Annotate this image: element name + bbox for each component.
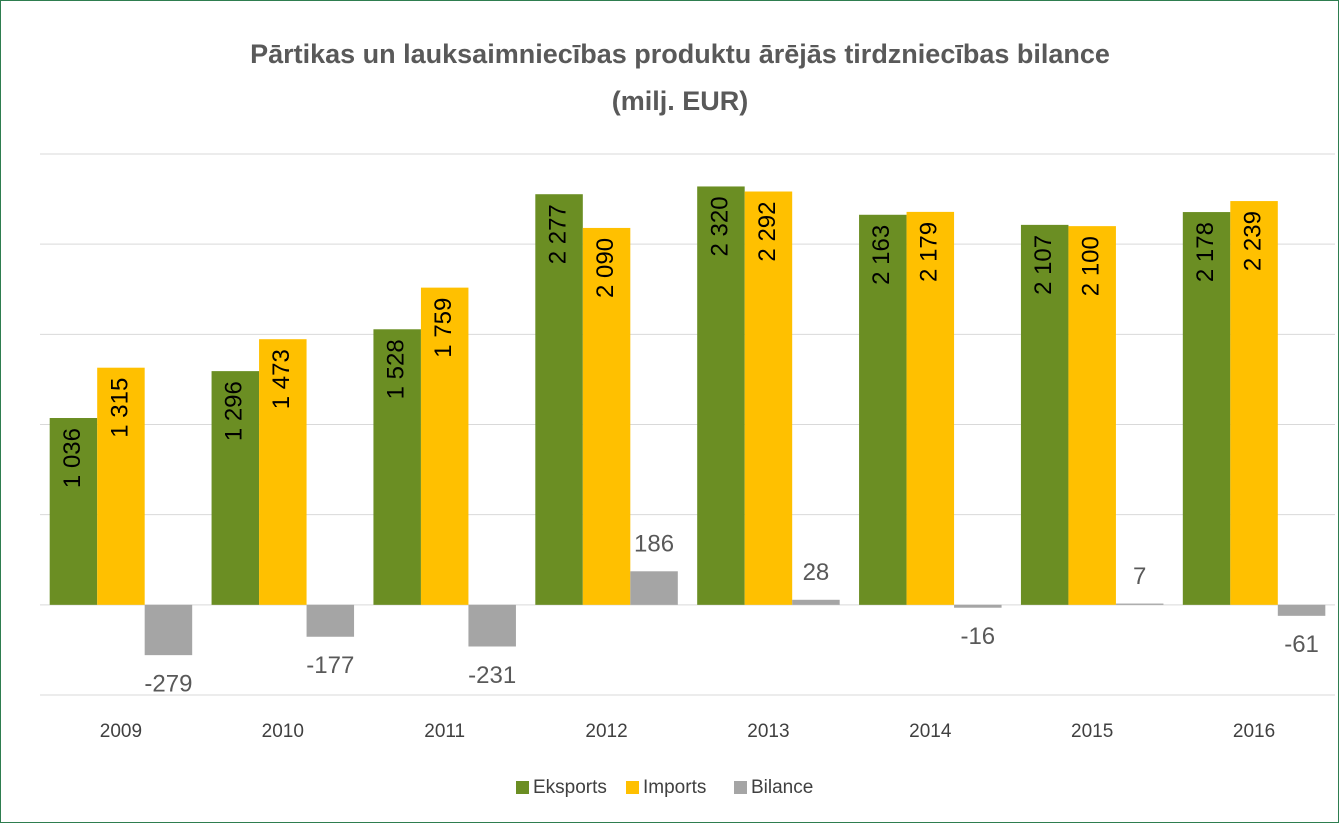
x-tick-label: 2013: [747, 721, 789, 742]
data-label: 2 179: [916, 222, 943, 282]
x-tick-label: 2012: [585, 721, 627, 742]
data-label: -16: [960, 623, 995, 650]
bar: [1230, 201, 1278, 605]
data-label: 2 239: [1239, 211, 1266, 271]
data-label: -61: [1284, 631, 1319, 658]
data-label: 2 178: [1192, 222, 1219, 282]
data-label: 1 473: [268, 349, 295, 409]
data-label: 1 759: [430, 298, 457, 358]
legend-swatch: [626, 781, 639, 794]
data-label: 2 277: [544, 204, 571, 264]
x-tick-label: 2014: [909, 721, 952, 742]
bar: [420, 287, 469, 605]
legend-label: Bilance: [751, 777, 813, 798]
data-label: 1 528: [383, 339, 410, 399]
data-label: 7: [1133, 563, 1146, 590]
bar: [211, 371, 260, 605]
bar: [306, 604, 355, 637]
bar: [373, 329, 421, 605]
legend-swatch: [734, 781, 747, 794]
bar: [1182, 212, 1231, 605]
data-label: 2 292: [754, 202, 781, 262]
x-tick-label: 2009: [100, 721, 142, 742]
bar: [697, 186, 745, 605]
bar: [582, 227, 631, 605]
chart-title: (milj. EUR): [612, 86, 749, 116]
data-label: 1 036: [59, 428, 86, 488]
bar: [792, 599, 840, 605]
bar: [744, 191, 793, 605]
bar: [906, 211, 955, 605]
bar: [49, 418, 98, 605]
data-label: 2 090: [592, 238, 619, 298]
x-tick-label: 2011: [424, 721, 465, 742]
chart-title: Pārtikas un lauksaimniecības produktu ār…: [250, 39, 1110, 69]
legend-swatch: [516, 781, 529, 794]
data-label: -231: [468, 662, 516, 689]
data-label: 2 100: [1078, 236, 1105, 296]
data-label: 2 107: [1030, 235, 1057, 295]
bar: [1115, 603, 1164, 605]
legend-label: Eksports: [533, 777, 607, 798]
data-label: -177: [306, 652, 354, 679]
bar: [468, 604, 516, 647]
bar: [97, 367, 145, 605]
x-tick-label: 2016: [1233, 721, 1275, 742]
x-tick-label: 2010: [262, 721, 304, 742]
bar: [1277, 604, 1326, 616]
data-label: 186: [634, 531, 674, 558]
bar: [144, 604, 193, 656]
data-label: 1 315: [106, 378, 133, 438]
bar: [535, 194, 583, 605]
bar: [1068, 226, 1116, 605]
bar: [259, 339, 307, 605]
legend-label: Imports: [643, 777, 706, 798]
bar: [859, 214, 907, 605]
data-label: 2 320: [706, 196, 733, 256]
data-label: -279: [144, 670, 192, 697]
data-label: 1 296: [221, 381, 248, 441]
bar: [954, 604, 1002, 608]
data-label: 28: [803, 559, 830, 586]
bar: [630, 571, 678, 605]
bar: [1020, 224, 1069, 605]
data-label: 2 163: [868, 225, 895, 285]
x-tick-label: 2015: [1071, 721, 1113, 742]
